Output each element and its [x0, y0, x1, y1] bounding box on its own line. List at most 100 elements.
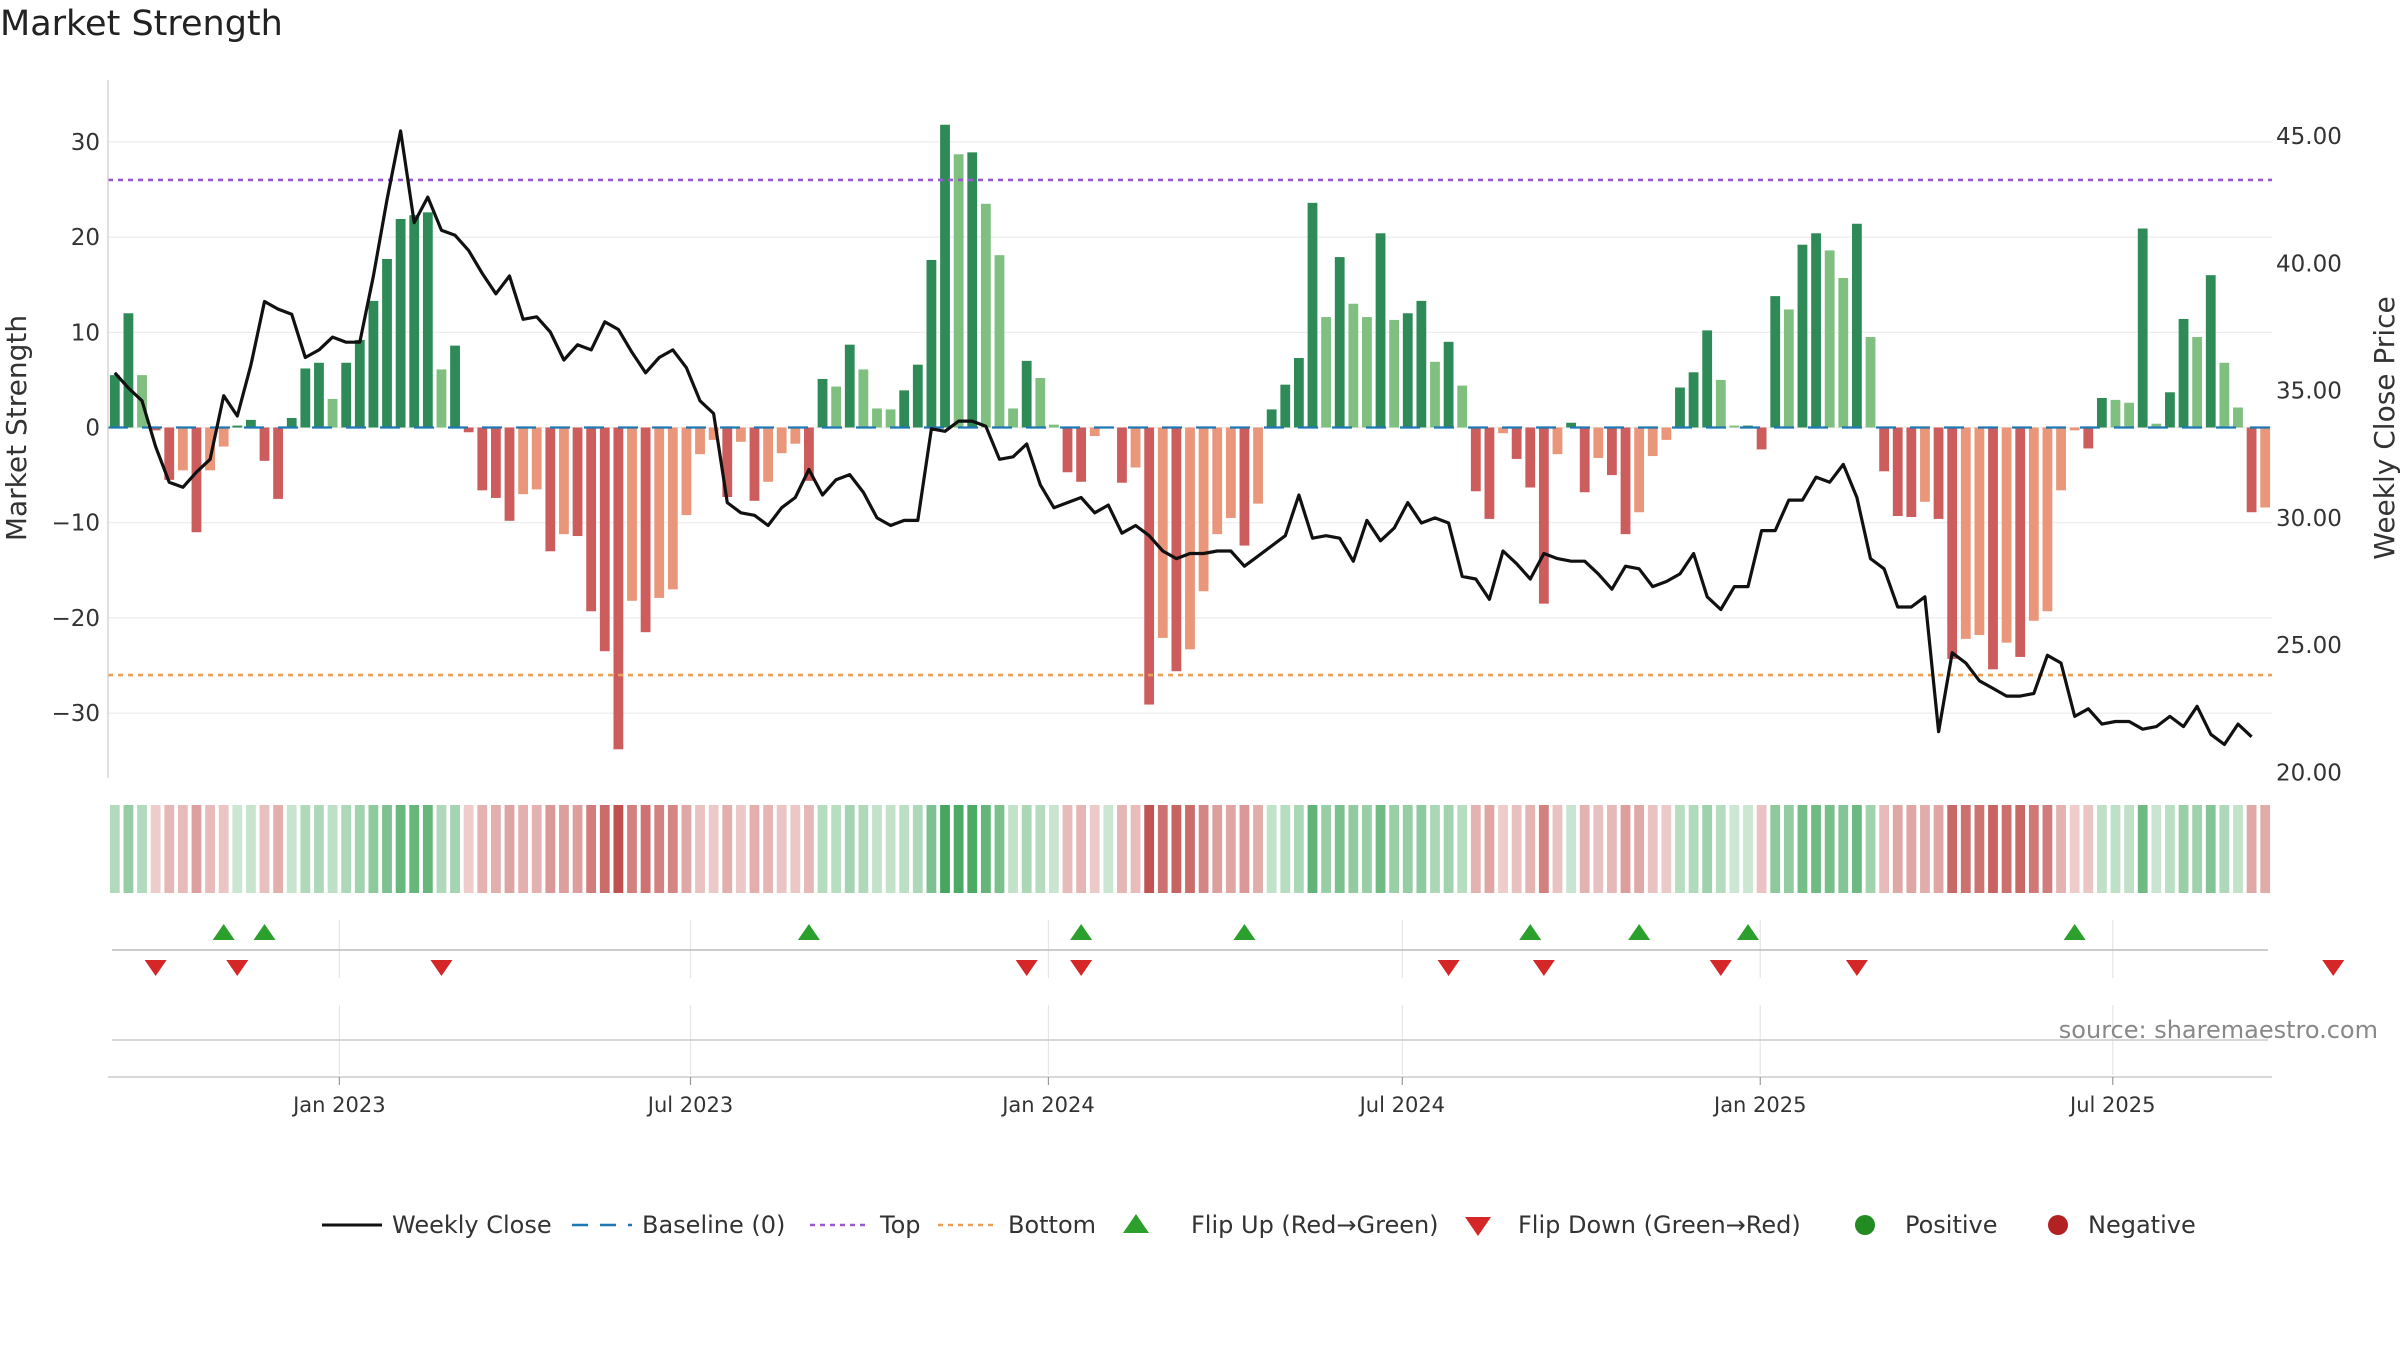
left-tick-label: 30 — [71, 130, 100, 156]
strip-cell — [518, 805, 529, 893]
strip-cell — [2083, 805, 2094, 893]
strip-cell — [422, 805, 433, 893]
strip-cell — [817, 805, 828, 893]
strip-cell — [1225, 805, 1236, 893]
strength-bar — [776, 427, 787, 454]
strength-bar — [1675, 387, 1685, 428]
strip-cell — [395, 805, 406, 893]
strip-cell — [899, 805, 910, 893]
strip-cell — [1797, 805, 1808, 893]
strength-bar — [1811, 233, 1821, 428]
strength-bar — [150, 427, 161, 431]
strength-bar — [2069, 427, 2080, 431]
strength-bar — [1457, 385, 1468, 428]
strength-bar — [804, 427, 814, 481]
left-tick-label: 20 — [71, 225, 100, 251]
strength-bar — [1402, 313, 1413, 428]
strength-bar — [1702, 330, 1713, 428]
strip-cell — [1416, 805, 1427, 893]
strength-bar — [899, 390, 910, 428]
strip-cell — [2124, 805, 2134, 893]
strip-cell — [1430, 805, 1440, 893]
flip-down-marker — [1845, 960, 1868, 976]
strength-bar — [2233, 407, 2243, 428]
left-tick-label: 10 — [71, 320, 100, 346]
strip-cell — [1634, 805, 1645, 893]
left-axis-title: Market Strength — [0, 315, 33, 541]
strength-bar — [2001, 427, 2012, 643]
legend-label: Baseline (0) — [642, 1211, 785, 1239]
strength-bar — [395, 219, 406, 428]
strength-bar — [1198, 427, 1209, 592]
strip-cell — [2178, 805, 2189, 893]
strength-bar — [1185, 427, 1195, 650]
strength-bar — [531, 427, 542, 490]
strip-cell — [2205, 805, 2216, 893]
strip-cell — [681, 805, 692, 893]
strip-cell — [2260, 805, 2271, 893]
strength-bar — [681, 427, 692, 516]
strength-bar — [1348, 303, 1359, 428]
strength-bar — [1770, 296, 1781, 428]
strength-bar — [1661, 427, 1672, 440]
strength-bar — [382, 258, 392, 428]
flip-down-marker — [144, 960, 167, 976]
strip-cell — [1470, 805, 1481, 893]
legend-label: Top — [879, 1211, 921, 1239]
legend-label: Weekly Close — [392, 1211, 552, 1239]
strip-cell — [858, 805, 869, 893]
flip-down-marker — [2322, 960, 2345, 976]
strength-bar — [2260, 427, 2271, 508]
strength-bar — [1225, 427, 1236, 518]
strip-cell — [572, 805, 583, 893]
strip-cell — [749, 805, 760, 893]
strength-bar — [341, 362, 352, 428]
strength-bar — [2165, 392, 2175, 428]
strength-bar — [300, 368, 311, 428]
strength-bar — [1389, 319, 1400, 428]
legend: Weekly Close Baseline (0) Top Bottom Flip Up… — [322, 1211, 2196, 1239]
flip-up-marker — [1737, 924, 1760, 940]
strip-cell — [599, 805, 610, 893]
strength-bar — [1783, 309, 1794, 428]
strip-cell — [912, 805, 923, 893]
strength-bar — [980, 203, 991, 428]
strength-bar — [1851, 223, 1862, 428]
strip-cell — [1607, 805, 1617, 893]
strip-cell — [1157, 805, 1168, 893]
strength-bar — [518, 427, 529, 495]
strength-bar — [314, 362, 324, 428]
strength-bar — [1048, 424, 1059, 428]
strip-cell — [1620, 805, 1631, 893]
strip-cell — [2192, 805, 2203, 893]
strip-cell — [314, 805, 324, 893]
strength-bar — [940, 124, 950, 428]
strength-bar — [2056, 427, 2066, 491]
strength-bar — [1715, 379, 1726, 428]
strip-cell — [2096, 805, 2107, 893]
x-tick-label: Jan 2023 — [291, 1093, 386, 1117]
strip-cell — [967, 805, 978, 893]
strength-bar — [1239, 427, 1250, 546]
strength-bar — [1334, 257, 1345, 428]
strength-bar — [246, 419, 256, 428]
strip-cell — [463, 805, 474, 893]
strip-cell — [1906, 805, 1917, 893]
strip-cell — [559, 805, 569, 893]
strip-cell — [1348, 805, 1359, 893]
strength-bar — [749, 427, 760, 501]
strip-cell — [1960, 805, 1971, 893]
strength-bar — [232, 425, 243, 428]
strength-bar — [1307, 202, 1318, 428]
strip-cell — [490, 805, 501, 893]
strip-cell — [2110, 805, 2121, 893]
strip-cell — [2056, 805, 2066, 893]
right-tick-label: 35.00 — [2276, 379, 2342, 405]
strength-bar — [1607, 427, 1617, 476]
strip-cell — [2246, 805, 2257, 893]
strength-bar — [177, 427, 188, 471]
strength-bar — [1933, 427, 1944, 519]
strength-bar — [885, 409, 896, 428]
strip-cell — [2233, 805, 2243, 893]
strip-cell — [1892, 805, 1903, 893]
